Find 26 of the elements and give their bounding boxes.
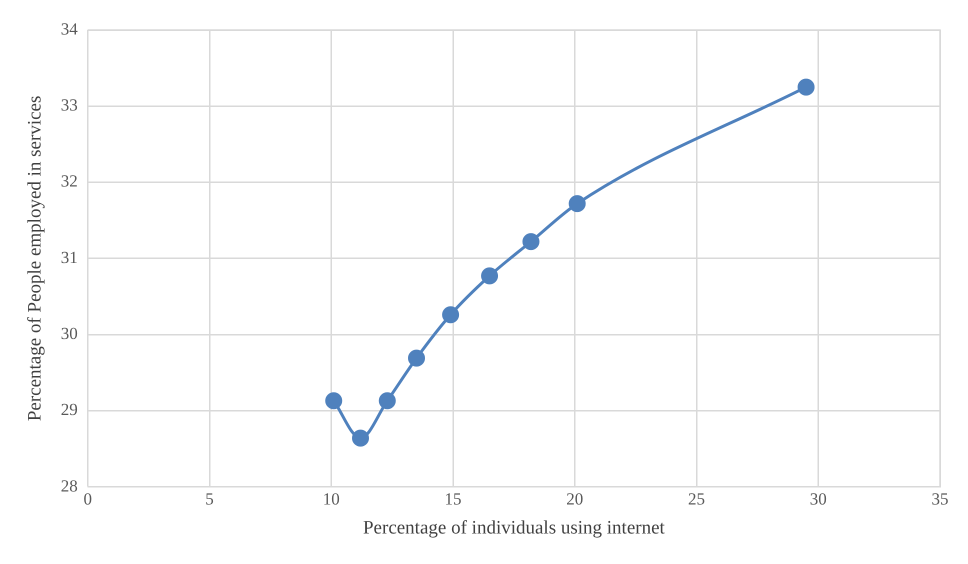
point: [522, 233, 540, 250]
x-tick-label: 25: [688, 489, 706, 508]
y-tick-label: 29: [60, 400, 78, 420]
point: [798, 78, 815, 96]
x-tick-label: 5: [205, 489, 214, 508]
x-tick-label: 0: [84, 489, 92, 508]
point: [568, 195, 586, 212]
x-axis-title: Percentage of individuals using internet: [362, 518, 666, 539]
y-tick-label: 30: [60, 324, 78, 343]
y-tick-label: 28: [60, 476, 78, 496]
point: [352, 430, 370, 447]
x-tick-label: 35: [932, 489, 948, 508]
point: [408, 350, 426, 367]
x-tick-label: 20: [566, 489, 584, 508]
point: [481, 267, 498, 284]
x-tick-label: 15: [444, 489, 462, 508]
y-tick-label: 31: [60, 248, 78, 267]
y-tick-label: 33: [60, 96, 78, 115]
y-axis-title: Percentage of People employed in services: [24, 96, 46, 422]
point: [378, 392, 396, 410]
point: [442, 306, 460, 324]
x-tick-label: 30: [810, 489, 827, 508]
x-tick-label: 10: [322, 489, 340, 508]
point: [325, 392, 342, 410]
y-tick-label: 32: [60, 172, 78, 191]
y-tick-label: 34: [60, 19, 78, 38]
